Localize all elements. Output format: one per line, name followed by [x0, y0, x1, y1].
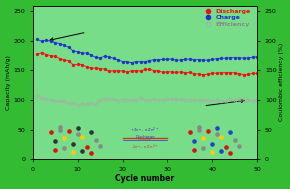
Y-axis label: Coulombic efficiency (%): Coulombic efficiency (%): [280, 43, 284, 121]
Y-axis label: Capacity (mAh/g): Capacity (mAh/g): [6, 55, 10, 110]
Text: Charge
-2e$^-$, n Zn$^{2+}$: Charge -2e$^-$, n Zn$^{2+}$: [131, 137, 159, 152]
Legend: Discharge, Charge, Efficiency: Discharge, Charge, Efficiency: [200, 7, 252, 28]
X-axis label: Cycle number: Cycle number: [115, 174, 175, 184]
Text: +2e$^-$, n Zn$^{2+}$
Discharge: +2e$^-$, n Zn$^{2+}$ Discharge: [130, 125, 160, 139]
